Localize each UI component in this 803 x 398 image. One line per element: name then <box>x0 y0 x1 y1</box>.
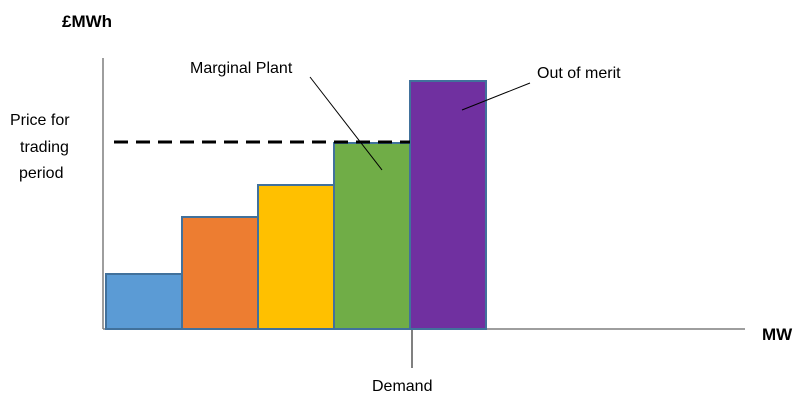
marginal-plant-label: Marginal Plant <box>190 60 293 77</box>
price-label-line-3: period <box>19 165 63 182</box>
price-label-line-1: Price for <box>10 112 70 129</box>
x-axis-label: MW <box>762 325 793 344</box>
supply-blocks <box>105 80 487 330</box>
y-axis-label: £MWh <box>62 12 112 31</box>
block-1-bar <box>105 273 183 330</box>
block-2-bar <box>181 216 259 330</box>
marginal-plant-bar <box>333 142 411 330</box>
out-of-merit-bar <box>409 80 487 330</box>
out-of-merit-leader <box>461 82 531 111</box>
demand-label: Demand <box>372 378 432 395</box>
out-of-merit-label: Out of merit <box>537 65 621 82</box>
marginal-plant-leader <box>309 76 383 171</box>
block-3-bar <box>257 184 335 330</box>
price-label-line-2: trading <box>20 139 69 156</box>
